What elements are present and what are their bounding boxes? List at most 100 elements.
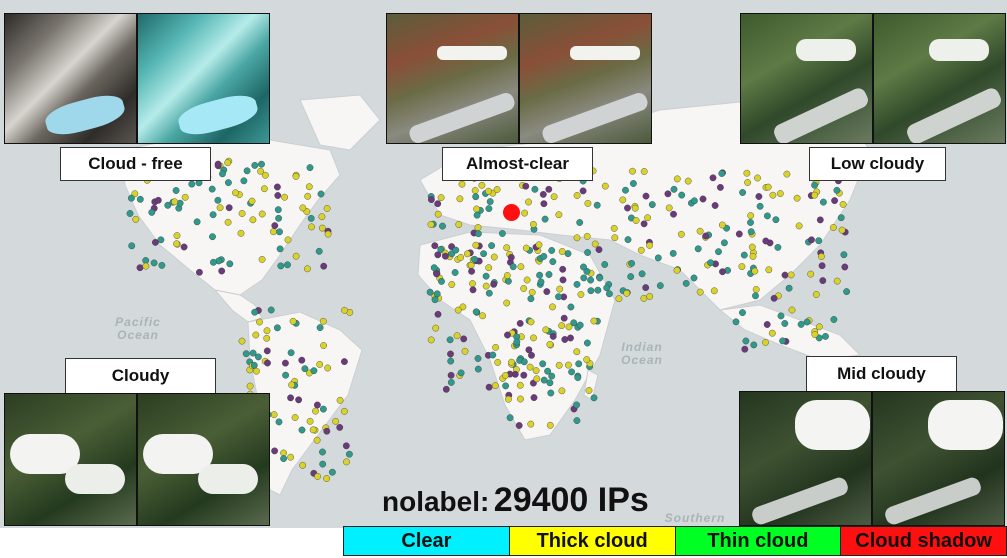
sample-point: [776, 190, 784, 198]
sample-point: [527, 295, 535, 303]
sample-point: [772, 216, 780, 224]
sample-point: [735, 230, 743, 238]
sample-point: [527, 318, 535, 326]
sample-point: [615, 295, 623, 303]
sample-point: [216, 204, 224, 212]
sample-point: [490, 253, 498, 261]
sample-point: [219, 170, 226, 178]
sample-point: [287, 453, 294, 461]
sample-point: [673, 266, 681, 274]
ocean-label-indian: Indian Ocean: [621, 340, 663, 367]
sample-point: [591, 240, 599, 248]
sample-point: [546, 379, 554, 387]
sample-point: [494, 358, 502, 366]
summary-value: 29400 IPs: [493, 481, 649, 519]
sample-point: [797, 320, 805, 328]
sample-point: [808, 236, 815, 244]
sample-point: [584, 249, 591, 256]
sample-point: [501, 372, 509, 379]
sample-point: [550, 193, 558, 201]
sample-point: [638, 270, 646, 278]
sample-point: [306, 164, 314, 172]
sample-point: [305, 183, 313, 191]
sample-point: [573, 417, 581, 424]
sample-point: [531, 185, 539, 193]
sample-point: [699, 195, 707, 203]
sample-point: [431, 296, 439, 304]
sample-point: [596, 274, 604, 282]
sample-point: [264, 359, 271, 367]
sample-point: [218, 267, 226, 275]
sample-point: [628, 259, 635, 267]
sample-point: [324, 230, 332, 238]
sample-point: [623, 289, 631, 297]
sample-point: [485, 205, 493, 213]
sample-point: [127, 194, 135, 202]
sample-point: [224, 179, 232, 187]
sample-point: [291, 414, 299, 421]
sample-point: [292, 252, 300, 260]
sample-point: [310, 367, 318, 375]
sample-point: [473, 205, 480, 213]
sample-point: [463, 250, 471, 258]
sample-point: [434, 251, 442, 259]
sample-point: [471, 187, 479, 194]
sample-point: [526, 363, 534, 371]
sample-point: [530, 394, 538, 401]
glacier-lake-mask: [175, 90, 261, 140]
sample-point: [307, 214, 315, 222]
sample-point: [590, 394, 598, 402]
sample-point: [785, 284, 793, 292]
sample-point: [232, 189, 239, 197]
sample-point: [480, 250, 487, 258]
river: [771, 85, 871, 143]
sample-point: [151, 238, 159, 246]
cloud-blob-mask: [143, 434, 213, 474]
sample-point: [539, 360, 547, 368]
sample-point: [624, 204, 631, 212]
sample-point: [576, 321, 584, 329]
sample-point: [267, 306, 275, 314]
sample-point: [251, 161, 259, 169]
sample-point: [298, 426, 306, 434]
sample-point: [517, 395, 524, 403]
sample-point: [768, 329, 776, 337]
legend-bar: Clear Thick cloud Thin cloud Cloud shado…: [343, 526, 1007, 556]
sample-point: [485, 187, 492, 195]
legend-item-thin-cloud: Thin cloud: [675, 527, 842, 555]
sample-point: [816, 216, 824, 224]
sample-point: [694, 245, 702, 253]
sample-point: [254, 353, 262, 361]
sample-point: [711, 202, 719, 209]
sample-point: [441, 252, 449, 260]
sample-point: [132, 215, 140, 223]
sample-point: [252, 331, 260, 339]
sample-point: [583, 232, 591, 240]
sample-point: [584, 199, 592, 207]
sample-point: [317, 190, 325, 198]
sample-point: [624, 236, 632, 244]
sample-point: [506, 414, 514, 422]
sample-point: [648, 201, 656, 209]
sample-point: [246, 382, 254, 390]
sample-point: [485, 289, 493, 297]
cloud-blob: [795, 400, 870, 450]
sample-point: [528, 288, 536, 296]
sample-point: [269, 228, 277, 236]
sample-point: [516, 381, 524, 389]
sample-point: [472, 193, 480, 201]
sample-point: [323, 205, 331, 212]
sample-point: [442, 385, 450, 393]
sample-point: [273, 183, 281, 191]
sample-point: [474, 365, 482, 373]
sample-point: [642, 284, 650, 291]
sample-point: [580, 274, 588, 282]
sample-point: [740, 251, 748, 259]
sample-point: [770, 294, 778, 302]
thumbnail-lowcloudy-mask: [873, 13, 1006, 144]
sample-point: [447, 371, 455, 379]
sample-point: [656, 282, 664, 289]
sample-point: [503, 272, 511, 279]
sample-point: [560, 314, 568, 322]
sample-point: [833, 277, 841, 285]
